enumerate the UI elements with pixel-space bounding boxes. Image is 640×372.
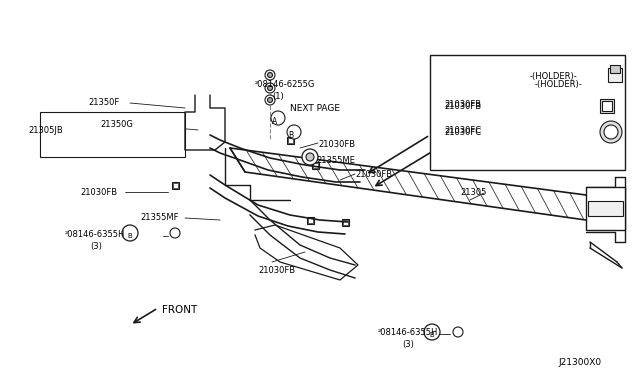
Bar	[40, 112, 185, 157]
Text: A: A	[273, 118, 278, 126]
Bar	[586, 187, 625, 230]
Text: J21300X0: J21300X0	[558, 358, 601, 367]
Bar	[172, 182, 179, 189]
Bar	[588, 201, 623, 216]
Text: (3): (3)	[90, 242, 102, 251]
Text: 21305JB: 21305JB	[28, 126, 63, 135]
Bar	[287, 137, 294, 144]
Circle shape	[268, 73, 273, 77]
Bar	[308, 218, 313, 223]
Circle shape	[268, 86, 273, 90]
Text: B: B	[127, 233, 132, 239]
Text: 21030FB: 21030FB	[258, 266, 295, 275]
Text: 21030FC: 21030FC	[444, 128, 481, 137]
Text: ²08146-6355H: ²08146-6355H	[65, 230, 125, 239]
Text: 21030FB: 21030FB	[318, 140, 355, 149]
Circle shape	[604, 125, 618, 139]
Circle shape	[271, 111, 285, 125]
Bar	[610, 65, 620, 73]
Bar	[600, 99, 614, 113]
Text: ²08146-6255G: ²08146-6255G	[255, 80, 316, 89]
Text: 21355ME: 21355ME	[316, 156, 355, 165]
Bar	[173, 183, 178, 188]
Text: 21030FB: 21030FB	[80, 188, 117, 197]
Bar	[608, 68, 622, 82]
Circle shape	[306, 153, 314, 161]
Bar	[430, 55, 625, 170]
Circle shape	[265, 95, 275, 105]
Text: 21350F: 21350F	[88, 98, 119, 107]
Text: 21305: 21305	[460, 188, 486, 197]
Text: FRONT: FRONT	[162, 305, 197, 315]
Text: ²08146-6355H: ²08146-6355H	[378, 328, 438, 337]
Bar	[312, 162, 319, 169]
Text: B: B	[289, 131, 294, 141]
Text: B: B	[429, 332, 435, 338]
Text: 21030FB: 21030FB	[355, 170, 392, 179]
Circle shape	[265, 83, 275, 93]
Text: (3): (3)	[402, 340, 414, 349]
Circle shape	[287, 125, 301, 139]
Circle shape	[302, 149, 318, 165]
Bar	[288, 138, 293, 143]
Bar	[307, 217, 314, 224]
Text: 21030FB: 21030FB	[444, 102, 481, 111]
Text: 21030FB: 21030FB	[444, 100, 481, 109]
Bar	[343, 220, 348, 225]
Text: 21350G: 21350G	[100, 120, 133, 129]
Bar	[342, 219, 349, 226]
Circle shape	[600, 121, 622, 143]
Text: -(HOLDER)-: -(HOLDER)-	[535, 80, 583, 89]
Text: -(HOLDER)-: -(HOLDER)-	[530, 72, 578, 81]
Text: 21355MF: 21355MF	[140, 213, 179, 222]
Circle shape	[170, 228, 180, 238]
Text: NEXT PAGE: NEXT PAGE	[290, 104, 340, 113]
Polygon shape	[230, 148, 600, 222]
Circle shape	[268, 97, 273, 103]
Bar	[313, 163, 318, 168]
Text: (1): (1)	[272, 92, 284, 101]
Text: 21030FC: 21030FC	[444, 126, 481, 135]
Bar	[602, 101, 612, 111]
Circle shape	[453, 327, 463, 337]
Circle shape	[122, 225, 138, 241]
Circle shape	[424, 324, 440, 340]
Circle shape	[265, 70, 275, 80]
